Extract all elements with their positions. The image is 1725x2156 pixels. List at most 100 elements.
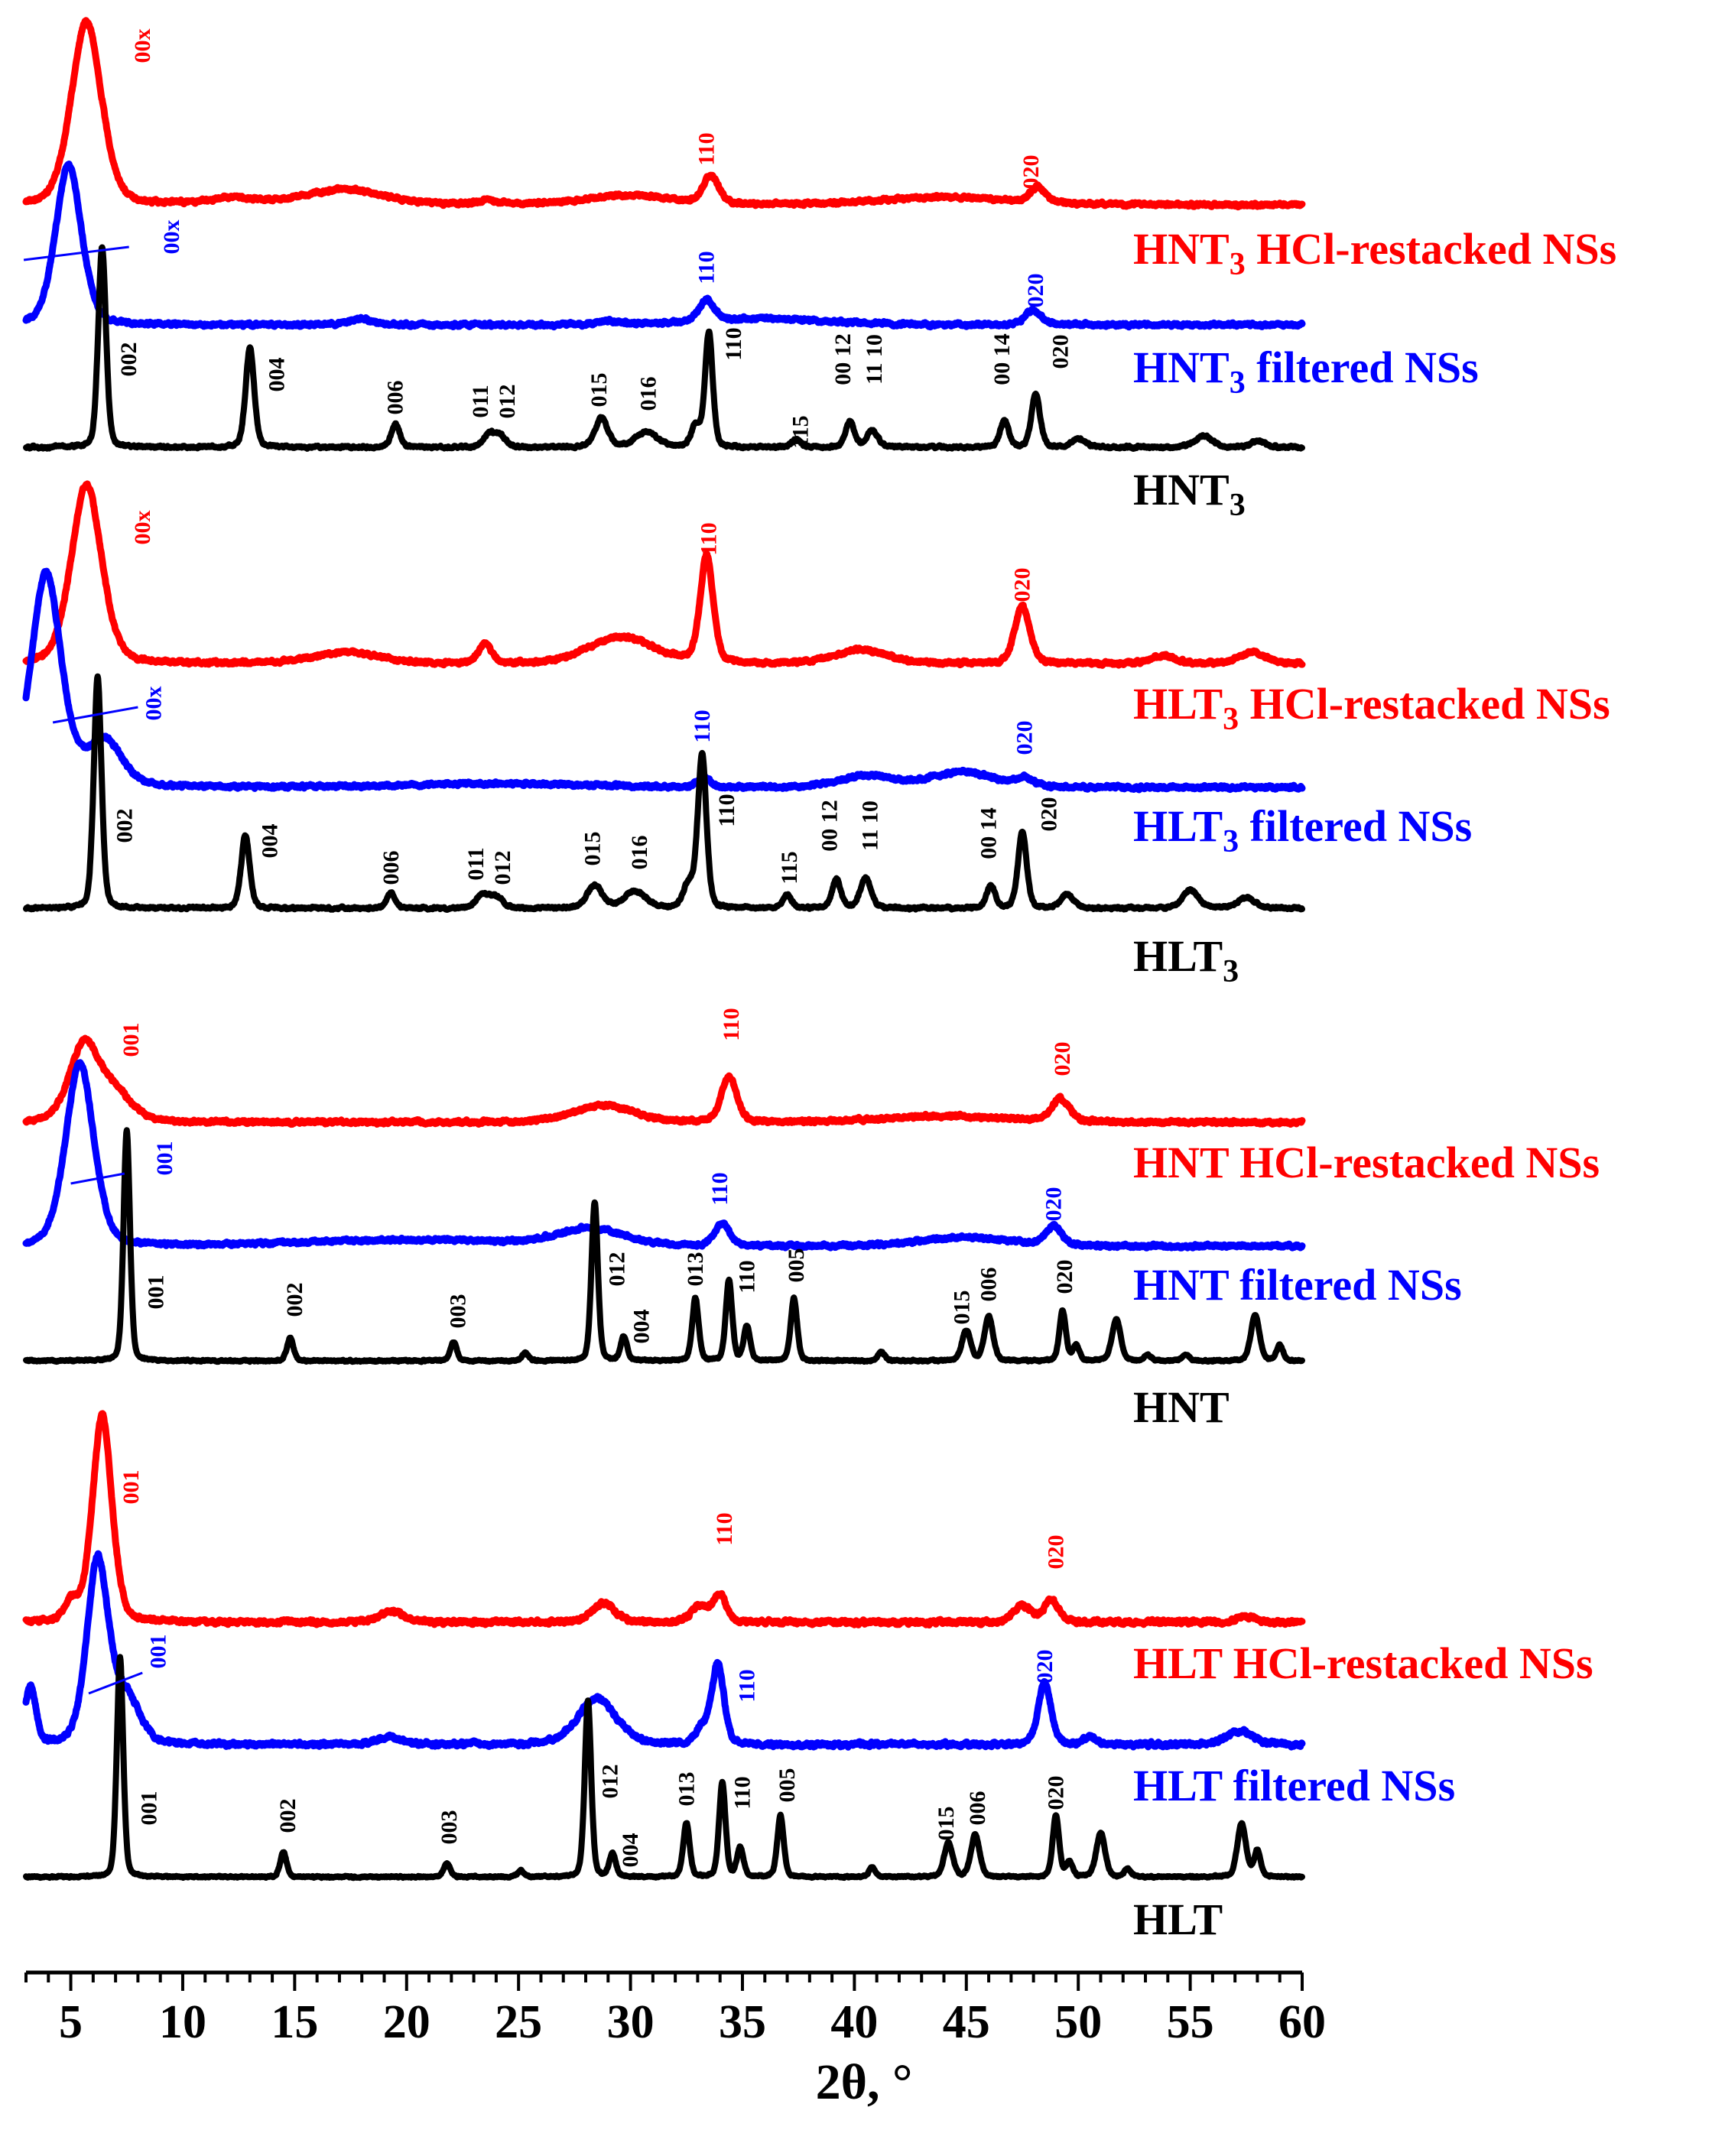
trace-hnt3: [23, 244, 1305, 452]
peak-label-hlt3-5: 015: [580, 832, 605, 866]
x-tick-label-20: 20: [383, 1996, 430, 2048]
x-tick-label-5: 5: [59, 1996, 83, 2048]
leader-line-hlt3-filtered: [52, 706, 138, 724]
peak-label-hnt-2: 003: [446, 1294, 471, 1329]
trace-hnt-filtered: [22, 1059, 1306, 1252]
peak-label-hlt-restacked-2: 020: [1043, 1535, 1068, 1570]
peak-label-hlt3-6: 016: [627, 836, 652, 870]
trace-hlt-restacked: [22, 1410, 1306, 1629]
peak-label-hnt3-0: 002: [116, 343, 141, 377]
peak-label-hnt3-3: 011: [468, 385, 493, 417]
peak-label-hlt-10: 020: [1043, 1776, 1068, 1810]
x-tick-label-15: 15: [271, 1996, 318, 2048]
x-tick-label-35: 35: [719, 1996, 766, 2048]
x-tick-label-50: 50: [1054, 1996, 1102, 2048]
peak-label-hlt-4: 004: [618, 1833, 643, 1868]
trace-label-hnt-restacked: HNT HCl-restacked NSs: [1133, 1138, 1600, 1187]
peak-label-hlt-3: 012: [598, 1765, 623, 1799]
peak-label-hlt-filtered-2: 020: [1032, 1650, 1057, 1684]
peak-label-hnt3-8: 115: [788, 415, 814, 448]
trace-label-hlt3-filtered: HLT3 filtered NSs: [1133, 801, 1472, 859]
peak-labels-layer: 00x 110 020 00x 110 020 002 004 006 011 012 015 016 1…: [23, 29, 1077, 1868]
peak-label-hnt-5: 013: [683, 1252, 708, 1287]
peak-label-hlt3-10: 11 10: [857, 800, 882, 851]
trace-label-hlt3: HLT3: [1133, 931, 1239, 989]
trace-hnt3-restacked: [22, 17, 1306, 211]
leader-line-hnt-filtered: [70, 1172, 125, 1185]
peak-label-hlt3-8: 115: [777, 851, 802, 884]
trace-hlt-filtered: [22, 1550, 1306, 1751]
peak-label-hnt-filtered-1: 110: [707, 1172, 733, 1205]
peak-label-hnt3-filtered-0: 00x: [159, 220, 184, 255]
peak-label-hlt3-filtered-2: 020: [1012, 721, 1037, 755]
peak-label-hlt3-11: 00 14: [976, 807, 1002, 859]
trace-hlt: [23, 1654, 1305, 1882]
peak-label-hlt3-12: 020: [1037, 797, 1062, 832]
peak-label-hlt-7: 005: [775, 1768, 800, 1803]
peak-label-hnt-10: 020: [1052, 1260, 1077, 1294]
leader-line-hnt3-filtered: [23, 245, 129, 261]
peak-label-hlt3-9: 00 12: [817, 800, 843, 852]
peak-label-hnt-1: 002: [282, 1283, 307, 1317]
trace-label-hlt: HLT: [1133, 1895, 1223, 1944]
peak-label-hlt3-restacked-1: 110: [697, 522, 722, 555]
peak-label-hnt3-10: 11 10: [862, 334, 887, 385]
peak-label-hnt-filtered-0: 001: [152, 1141, 177, 1176]
peak-label-hlt-0: 001: [137, 1791, 162, 1826]
peak-label-hnt3-filtered-1: 110: [694, 251, 720, 284]
trace-hnt3-filtered: [22, 161, 1306, 331]
x-tick-label-25: 25: [495, 1996, 542, 2048]
trace-label-hlt-restacked: HLT HCl-restacked NSs: [1133, 1638, 1593, 1688]
peak-label-hlt-2: 003: [437, 1810, 462, 1845]
peak-label-hnt-0: 001: [143, 1275, 168, 1310]
trace-label-hnt3-restacked: HNT3 HCl-restacked NSs: [1133, 224, 1616, 282]
peak-label-hlt-filtered-0: 001: [145, 1635, 171, 1669]
trace-hnt: [23, 1127, 1305, 1365]
trace-label-hlt-filtered: HLT filtered NSs: [1133, 1761, 1455, 1810]
peak-label-hlt3-filtered-1: 110: [690, 709, 715, 742]
trace-label-hnt: HNT: [1133, 1382, 1230, 1432]
peak-label-hlt-8: 015: [934, 1807, 959, 1841]
trace-hnt-restacked: [22, 1034, 1306, 1128]
peak-label-hlt-1: 002: [275, 1799, 300, 1833]
x-tick-label-30: 30: [607, 1996, 655, 2048]
peak-label-hnt3-7: 110: [721, 327, 746, 360]
peak-label-hnt-8: 015: [949, 1291, 974, 1325]
peak-label-hnt-restacked-1: 110: [719, 1008, 744, 1041]
peak-label-hlt-6: 110: [730, 1776, 755, 1809]
peak-label-hnt-filtered-2: 020: [1041, 1187, 1067, 1222]
peak-label-hlt-filtered-1: 110: [734, 1669, 759, 1702]
peak-label-hnt-4: 004: [629, 1310, 655, 1344]
trace-hlt3-filtered: [22, 567, 1306, 794]
peak-label-hlt3-2: 006: [378, 851, 404, 885]
leader-line-hlt-filtered: [88, 1671, 143, 1695]
trace-label-hnt3: HNT3: [1133, 465, 1246, 523]
x-tick-label-55: 55: [1167, 1996, 1214, 2048]
peak-label-hnt-9: 006: [976, 1268, 1002, 1302]
peak-label-hnt3-2: 006: [383, 381, 408, 415]
peak-label-hnt-3: 012: [605, 1252, 630, 1287]
peak-label-hlt3-4: 012: [490, 851, 515, 885]
peak-label-hnt3-restacked-0: 00x: [130, 29, 155, 63]
trace-hlt3-restacked: [22, 480, 1306, 669]
peak-label-hnt3-restacked-2: 020: [1018, 155, 1044, 190]
peak-label-hnt3-1: 004: [264, 358, 289, 392]
peak-label-hlt-restacked-0: 001: [119, 1470, 144, 1505]
peak-label-hlt3-0: 002: [112, 809, 137, 843]
peak-label-hlt3-restacked-2: 020: [1010, 568, 1035, 602]
peak-label-hnt3-11: 00 14: [989, 333, 1015, 385]
x-tick-label-40: 40: [830, 1996, 878, 2048]
peak-label-hnt-restacked-0: 001: [119, 1023, 144, 1057]
peak-label-hlt3-filtered-0: 00x: [141, 687, 166, 721]
peak-label-hlt3-7: 110: [714, 794, 739, 826]
peak-label-hlt-9: 006: [965, 1791, 990, 1826]
trace-label-hlt3-restacked: HLT3 HCl-restacked NSs: [1133, 679, 1610, 737]
x-axis: 5 10 15 20 25 30 35 40 45 50 55 60: [24, 1970, 1326, 2048]
peak-label-hnt3-restacked-1: 110: [694, 132, 720, 165]
peak-label-hnt-6: 110: [734, 1260, 759, 1293]
peak-label-hnt3-5: 015: [586, 373, 612, 407]
trace-label-hnt3-filtered: HNT3 filtered NSs: [1133, 343, 1479, 401]
peak-label-hlt-5: 013: [674, 1772, 699, 1807]
peak-label-hlt3-1: 004: [258, 824, 283, 859]
